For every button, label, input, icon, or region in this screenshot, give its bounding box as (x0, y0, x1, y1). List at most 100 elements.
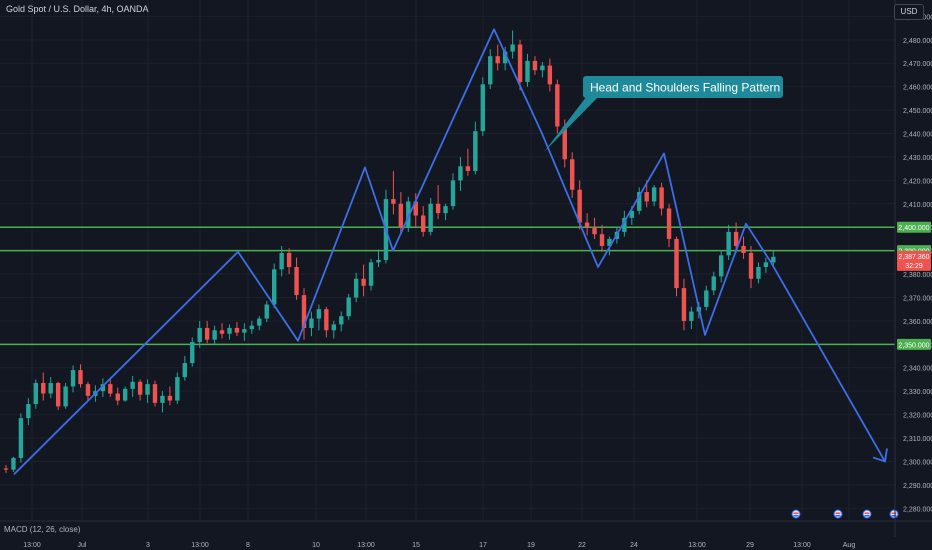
candle-body (704, 290, 709, 307)
candle (443, 203, 448, 221)
time-tick-label: 13:00 (357, 542, 375, 549)
symbol-title[interactable]: Gold Spot / U.S. Dollar, 4h, OANDA (6, 4, 149, 14)
candle (63, 382, 68, 409)
candle-body (279, 252, 284, 270)
candle-body (152, 384, 158, 403)
candle-body (78, 370, 83, 385)
candle (502, 46, 508, 71)
candle-body (204, 327, 210, 340)
candle-body (741, 245, 746, 253)
candle (219, 323, 225, 339)
candle-body (592, 227, 597, 235)
candle (264, 300, 269, 323)
candle (599, 224, 605, 252)
price-tick-label: 2,360.000 (903, 319, 932, 326)
candle (324, 306, 329, 338)
pattern-polyline (13, 28, 886, 475)
candle-body (406, 201, 411, 228)
candle-body (726, 231, 731, 256)
candle-body (763, 262, 769, 268)
candle-body (48, 382, 53, 394)
price-tick-label: 2,310.000 (903, 436, 932, 443)
candle-body (443, 206, 448, 214)
candle-body (540, 65, 545, 71)
candle (309, 311, 314, 337)
candle (510, 30, 515, 59)
candle (212, 325, 217, 345)
candle-body (450, 180, 456, 207)
candle-body (421, 215, 426, 232)
candle (532, 56, 538, 75)
candle-body (55, 382, 61, 407)
price-tick-label: 2,430.000 (903, 155, 932, 162)
price-tick-label: 2,480.000 (903, 38, 932, 45)
candle (160, 391, 165, 413)
candle (85, 381, 91, 401)
candle-body (123, 388, 128, 401)
candle-body (666, 208, 672, 239)
price-countdown-label: 32:29 (905, 263, 923, 270)
level-price-marker (897, 338, 931, 350)
candle-body (227, 327, 232, 334)
candle-body (651, 187, 657, 202)
candle-body (510, 44, 515, 52)
candle (346, 293, 351, 320)
candle (406, 196, 411, 232)
candle-body (428, 203, 433, 232)
candle (733, 222, 739, 253)
candle-body (294, 267, 299, 296)
candle (339, 311, 344, 332)
candle-body (85, 384, 91, 396)
candle-body (465, 166, 471, 171)
candle (592, 217, 597, 239)
currency-button[interactable]: USD (894, 4, 924, 20)
candle (100, 378, 106, 398)
candle-body (264, 304, 269, 319)
candle (450, 173, 456, 210)
candle-body (219, 330, 225, 334)
event-icon-stripe (891, 515, 897, 517)
candle (190, 337, 195, 367)
candle (286, 248, 292, 275)
candle (674, 236, 679, 297)
candle-body (108, 384, 113, 394)
time-scale[interactable]: 13:00 Jul 3 13:00 8 10 13:00 15 17 19 22 24 13:00 29 1… (23, 542, 855, 549)
level-price-label: 2,350.000 (898, 342, 929, 349)
candle-body (33, 382, 38, 405)
candle (719, 250, 724, 283)
time-tick-label: 13:00 (793, 542, 811, 549)
candle-body (525, 60, 530, 82)
price-tick-label: 2,370.000 (903, 295, 932, 302)
candle (353, 272, 359, 303)
candle-body (18, 418, 24, 458)
pattern-annotation: Head and Shoulders Falling Pattern (544, 76, 783, 152)
candle (361, 264, 366, 297)
candle-body (532, 60, 538, 71)
candle (152, 380, 158, 407)
candle-body (316, 309, 322, 319)
annotation-label: Head and Shoulders Falling Pattern (590, 81, 780, 95)
candle-body (145, 384, 150, 395)
candle-body (361, 278, 366, 286)
time-tick-label: 3 (146, 542, 150, 549)
candle (55, 381, 61, 410)
candle (458, 156, 463, 191)
candle-body (376, 260, 381, 263)
candle-body (659, 187, 664, 209)
candle-body (584, 222, 590, 228)
level-price-marker (897, 221, 931, 233)
candle (488, 49, 493, 90)
macd-indicator-label[interactable]: MACD (12, 26, close) (4, 525, 81, 534)
time-tick-label: 19 (527, 542, 535, 549)
current-price-label: 2,387.360 (898, 254, 929, 261)
candle (249, 320, 255, 334)
candle (123, 386, 128, 402)
candle-body (130, 381, 135, 389)
price-scale-markers: 2,400.0002,390.0002,350.0002,387.36032:2… (897, 221, 931, 350)
candle-body (160, 395, 165, 403)
candle (428, 197, 433, 236)
candle-body (398, 203, 404, 228)
time-tick-label: 29 (746, 542, 754, 549)
candle (279, 245, 284, 277)
